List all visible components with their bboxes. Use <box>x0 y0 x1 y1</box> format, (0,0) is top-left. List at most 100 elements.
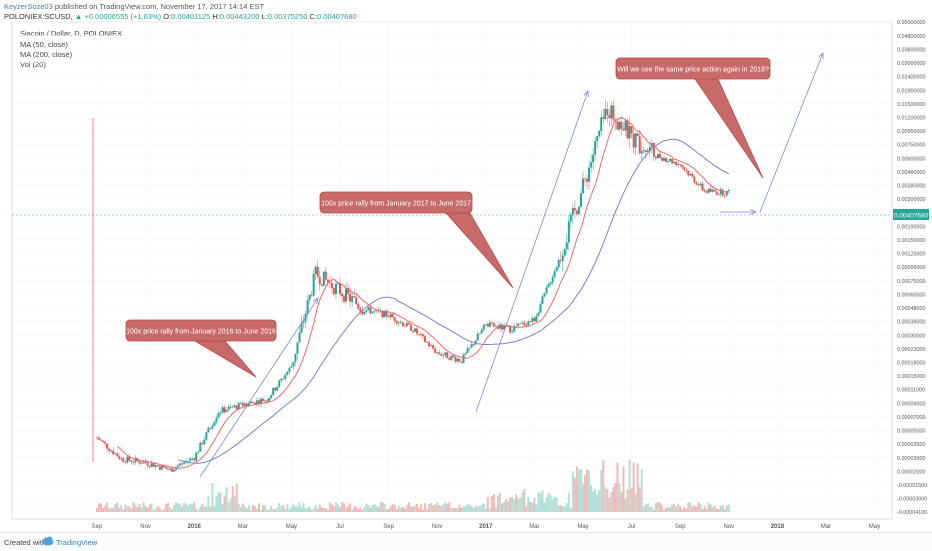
volume-bar <box>699 503 702 512</box>
last-price-label: 0.00407680 <box>894 213 929 220</box>
volume-bar <box>377 506 380 512</box>
volume-bar <box>258 503 260 512</box>
candle-body <box>407 322 410 325</box>
volume-bar <box>559 505 562 512</box>
candle-body <box>529 321 532 322</box>
volume-bar <box>586 469 589 512</box>
candle-body <box>464 352 467 355</box>
candle-body <box>183 462 186 464</box>
volume-bar <box>221 504 224 512</box>
volume-bar <box>162 509 165 512</box>
candle-body <box>324 271 327 280</box>
volume-bar <box>349 503 352 512</box>
volume-bar <box>717 509 720 512</box>
candle-body <box>638 136 641 154</box>
volume-bar <box>251 505 254 512</box>
volume-bar <box>417 507 420 512</box>
candle-body <box>709 188 712 192</box>
candle-body <box>126 456 129 463</box>
volume-bar <box>573 477 576 512</box>
volume-bar <box>723 509 726 512</box>
volume-bar <box>719 505 722 512</box>
candle-body <box>448 358 451 360</box>
candle-body <box>559 260 562 261</box>
price-chart[interactable]: Siacoin / Dollar, D, POLONIEX MA (50, cl… <box>0 0 932 532</box>
volume-bar <box>367 504 370 512</box>
volume-bar <box>533 498 536 512</box>
volume-bar <box>432 505 435 512</box>
candle-body <box>262 398 265 402</box>
annotation-2016-rally[interactable]: 100x price rally from January 2016 to Ju… <box>125 319 277 378</box>
candle-body <box>304 313 307 322</box>
candle-body <box>640 151 643 154</box>
volume-bar <box>164 503 167 512</box>
candle-body <box>644 150 647 152</box>
volume-bar <box>579 469 582 512</box>
candle-body <box>302 321 305 324</box>
candle-body <box>683 167 686 170</box>
volume-bar <box>567 492 570 512</box>
volume-bar <box>391 504 394 512</box>
volume-bar <box>215 496 218 512</box>
candle-body <box>383 311 386 318</box>
candle-body <box>557 260 560 268</box>
candle-body <box>539 304 542 313</box>
volume-bar <box>476 506 479 512</box>
x-tick-label: Sep <box>92 524 103 530</box>
candle-body <box>241 402 244 406</box>
candle-body <box>721 189 724 196</box>
candle-body <box>594 141 597 155</box>
candle-body <box>438 352 441 354</box>
low-value: 0.00375250 <box>267 12 308 21</box>
volume-bar <box>148 504 151 512</box>
volume-bar <box>282 505 285 512</box>
candle-body <box>488 322 491 327</box>
candle-body <box>519 323 522 325</box>
candle-body <box>434 348 437 353</box>
candle-body <box>689 174 692 176</box>
created-with-label: Created with <box>4 538 47 547</box>
candle-body <box>681 165 684 168</box>
volume-bar <box>515 494 518 512</box>
volume-bar <box>339 506 341 512</box>
author-link[interactable]: KeyzerSoze03 <box>4 2 53 11</box>
footer: Created with TradingView <box>0 532 932 551</box>
ohlc-line: POLONIEX:SCUSD, ▲ +0.00006555 (+1.63%) O… <box>4 12 357 21</box>
candle-body <box>642 150 645 152</box>
plot-area[interactable] <box>11 21 893 520</box>
volume-bar <box>594 489 597 512</box>
volume-bar <box>138 504 141 512</box>
volume-bar <box>426 508 429 512</box>
tradingview-link[interactable]: TradingView <box>56 538 98 547</box>
trend-arrow-2018-head <box>818 52 824 60</box>
candle-body <box>663 158 665 161</box>
candle-body <box>590 162 593 168</box>
volume-bar <box>446 503 449 512</box>
candle-body <box>513 326 516 332</box>
volume-bar <box>529 501 532 512</box>
x-tick-label: May <box>869 524 880 530</box>
tradingview-logo-icon <box>42 536 54 546</box>
volume-bar <box>389 506 392 512</box>
annotation-2018-question[interactable]: Will we see the same price action again … <box>615 57 771 179</box>
volume-bar <box>401 506 404 512</box>
volume-bar <box>217 491 220 512</box>
volume-bar <box>654 503 657 512</box>
volume-bar <box>539 493 542 512</box>
candle-body <box>243 403 246 406</box>
candle-body <box>551 277 554 283</box>
volume-bar <box>393 504 396 512</box>
candle-body <box>415 328 418 334</box>
volume-bar <box>494 506 497 512</box>
volume-bar <box>270 505 273 512</box>
y-tick-label: 0.04800000 <box>897 34 925 40</box>
candle-body <box>515 326 518 327</box>
annotation-2017-rally[interactable]: 100x price rally from January 2017 to Ju… <box>319 191 514 289</box>
volume-bar <box>369 508 372 512</box>
volume-bar <box>456 508 459 512</box>
annotation-text: 100x price rally from January 2017 to Ju… <box>321 201 471 208</box>
candle-body <box>711 189 714 192</box>
volume-bar <box>521 492 524 512</box>
candle-body <box>660 157 663 161</box>
high-value: 0.00443200 <box>219 12 260 21</box>
